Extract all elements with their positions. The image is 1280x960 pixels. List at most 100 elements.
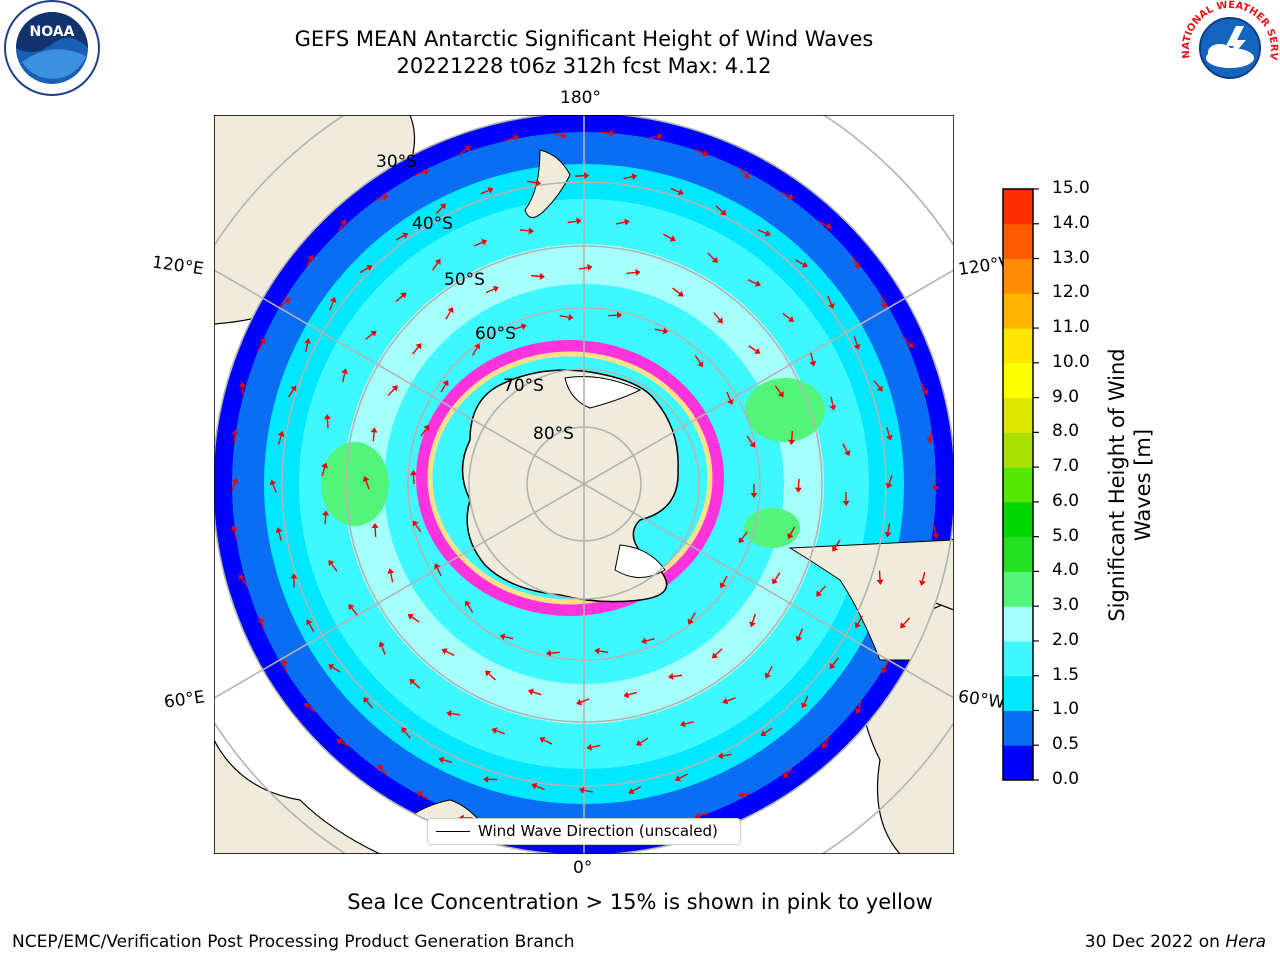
colorbar-tick-label: 7.0 <box>1052 456 1080 477</box>
wind-arrow <box>338 219 347 232</box>
colorbar-tick-label: 6.0 <box>1052 490 1080 511</box>
wind-arrow <box>628 786 642 795</box>
wind-arrow <box>513 323 527 331</box>
wind-arrow <box>306 619 315 632</box>
wave-patch-east <box>745 378 825 442</box>
wave-patch-southeast <box>744 508 800 548</box>
colorbar-segment <box>1003 432 1033 468</box>
colorbar-tick-label: 8.0 <box>1052 421 1080 442</box>
colorbar-segment <box>1003 501 1033 538</box>
wind-arrow <box>483 775 498 783</box>
sea-ice-yellow <box>427 351 713 605</box>
wind-arrow <box>694 812 709 819</box>
wind-arrow <box>694 355 704 368</box>
wind-arrow <box>760 727 773 737</box>
wind-arrow <box>854 615 863 629</box>
graticule <box>214 115 954 854</box>
wind-arrow <box>885 475 893 489</box>
wind-arrow <box>738 531 748 544</box>
wind-arrow <box>903 337 914 349</box>
wind-arrow <box>926 429 934 444</box>
wind-arrow <box>435 203 446 215</box>
wind-arrow <box>739 167 750 179</box>
wind-arrow <box>795 259 808 268</box>
wind-arrow <box>559 313 574 321</box>
wind-arrow <box>880 295 888 309</box>
wind-arrow <box>726 391 734 406</box>
wind-arrow <box>764 665 773 679</box>
wind-arrow <box>410 470 418 485</box>
lon-label-180: 180° <box>560 88 601 108</box>
wind-arrow <box>230 525 238 539</box>
wind-arrow <box>474 239 488 247</box>
wind-arrow <box>269 479 277 493</box>
wind-arrow <box>445 307 454 320</box>
colorbar-title: Significant Height of Wind Waves [m] <box>1104 305 1156 665</box>
footer-right: 30 Dec 2022 on Hera <box>1085 932 1266 952</box>
wind-arrow <box>552 132 567 139</box>
colorbar-tick-label: 5.0 <box>1052 525 1080 546</box>
colorbar-segment <box>1003 745 1033 781</box>
wind-arrow <box>687 612 696 625</box>
colorbar-segment <box>1003 467 1033 503</box>
wind-arrow <box>748 345 761 354</box>
wind-arrow <box>654 327 669 335</box>
wind-arrow <box>787 526 796 540</box>
wind-arrow <box>832 539 841 552</box>
wind-arrow <box>377 764 388 776</box>
colorbar-tick-label: 2.0 <box>1052 629 1080 650</box>
lon-label-0: 0° <box>573 858 593 878</box>
map-legend: Wind Wave Direction (unscaled) <box>427 818 741 845</box>
wind-arrow <box>545 649 560 657</box>
wind-arrow <box>277 431 285 445</box>
wind-arrow <box>672 287 684 297</box>
sea-ice-pink <box>416 340 724 616</box>
colorbar-segment <box>1003 328 1033 364</box>
colorbar-title-line2: Waves [m] <box>1131 428 1155 542</box>
wind-arrow <box>491 727 505 735</box>
footer-left: NCEP/EMC/Verification Post Processing Pr… <box>12 932 575 952</box>
wind-arrow <box>818 221 832 230</box>
wind-arrow <box>641 637 655 645</box>
colorbar <box>1002 188 1039 781</box>
wind-arrow <box>886 427 893 441</box>
wind-arrow <box>781 191 794 200</box>
wind-arrow <box>746 435 756 448</box>
wind-arrow <box>931 477 939 492</box>
wind-arrow <box>238 381 246 396</box>
legend-label: Wind Wave Direction (unscaled) <box>478 822 718 840</box>
wind-arrow <box>663 233 676 242</box>
wind-arrow <box>932 524 940 539</box>
colorbar-segment <box>1003 640 1033 677</box>
wind-arrow <box>459 146 471 156</box>
noaa-logo: NOAA <box>4 0 100 96</box>
footer-date: 30 Dec 2022 on <box>1084 932 1226 952</box>
wind-arrow <box>341 368 349 383</box>
wind-arrow <box>348 604 358 616</box>
wind-arrow <box>722 697 736 705</box>
wind-arrow <box>412 520 422 533</box>
wind-arrow <box>365 330 377 340</box>
wind-arrow <box>401 727 411 739</box>
wind-arrow <box>257 337 266 351</box>
polar-map <box>214 115 954 854</box>
wind-arrow <box>375 193 389 202</box>
wind-arrow <box>809 352 817 367</box>
wind-arrow <box>679 720 694 728</box>
lat-label-30s: 30°S <box>376 152 417 172</box>
wind-arrow <box>774 385 784 398</box>
wind-arrow <box>321 462 328 477</box>
wave-patch-west <box>321 442 389 526</box>
wind-arrow <box>615 218 630 226</box>
lon-label-60w: 60°W <box>956 686 1007 714</box>
lat-label-80s: 80°S <box>533 424 574 444</box>
wind-arrow <box>409 678 421 689</box>
nws-logo: NATIONAL WEATHER SERVICE <box>1176 0 1279 94</box>
lon-label-60e: 60°E <box>162 687 207 713</box>
wind-arrow <box>472 343 481 356</box>
wind-arrow <box>601 129 616 137</box>
lat-label-60s: 60°S <box>475 324 516 344</box>
colorbar-title-line1: Significant Height of Wind <box>1105 348 1129 622</box>
wind-arrow <box>788 431 796 446</box>
wind-arrow <box>415 168 430 176</box>
